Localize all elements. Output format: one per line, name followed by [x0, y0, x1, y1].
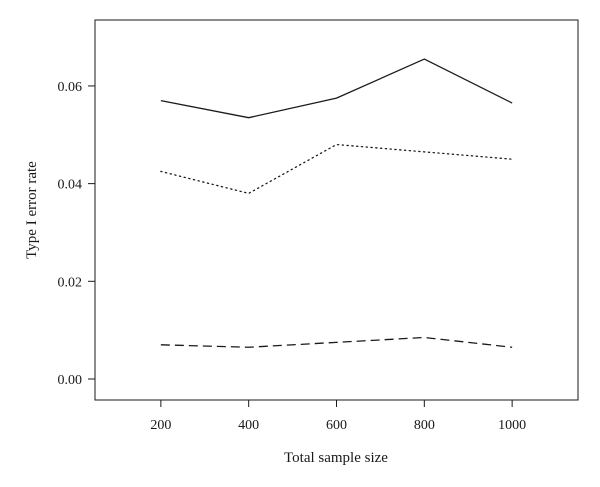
x-tick-label: 1000 — [498, 418, 526, 433]
series-line-dashed — [160, 336, 513, 348]
y-tick-label: 0.02 — [58, 275, 83, 290]
x-tick-label: 200 — [150, 418, 171, 433]
x-tick-label: 400 — [238, 418, 259, 433]
x-axis: 200 400 600 800 1000 — [150, 400, 526, 433]
y-axis: 0.00 0.02 0.04 0.06 — [58, 80, 95, 388]
series-line-solid — [160, 58, 513, 119]
y-axis-title: Type I error rate — [24, 161, 40, 259]
series-line-dotted — [160, 143, 513, 195]
y-tick-label: 0.00 — [58, 373, 83, 388]
series-layer — [160, 58, 513, 348]
x-tick-label: 800 — [414, 418, 435, 433]
y-tick-label: 0.06 — [58, 80, 83, 95]
y-tick-label: 0.04 — [58, 178, 83, 193]
x-axis-title: Total sample size — [284, 450, 388, 466]
x-tick-label: 600 — [326, 418, 347, 433]
